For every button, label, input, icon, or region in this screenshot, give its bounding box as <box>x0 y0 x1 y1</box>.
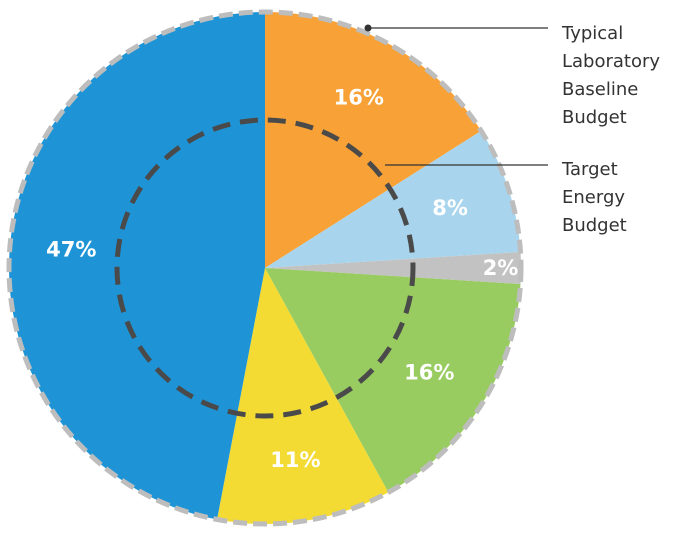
inner-dashed-ring <box>114 117 416 419</box>
pie-slice-label-baseline-orange: 16% <box>334 86 384 110</box>
annotation-target-line-1: Target <box>561 159 618 180</box>
pie-slice-label-yellow: 11% <box>270 448 320 472</box>
outer-dashed-ring <box>6 9 524 527</box>
pie-slice-label-gray: 2% <box>483 256 519 280</box>
rings-layer <box>6 9 524 527</box>
slice-labels-layer: 16% 8% 2% 16% 11% 47% <box>46 86 518 473</box>
annotation-baseline-leader-dot <box>364 24 372 32</box>
pie-slice-blue <box>9 12 266 520</box>
annotation-baseline: Typical Laboratory Baseline Budget <box>364 23 660 128</box>
pie-slice-baseline-orange <box>265 12 482 268</box>
annotation-baseline-line-2: Laboratory <box>562 51 660 72</box>
pie-slice-gray <box>265 251 521 285</box>
annotation-baseline-line-1: Typical <box>561 23 623 44</box>
annotations-layer: Typical Laboratory Baseline Budget Targe… <box>364 23 660 236</box>
annotation-baseline-line-3: Baseline <box>562 79 638 100</box>
pie-slice-label-blue: 47% <box>46 238 96 262</box>
pie-slice-label-light-blue: 8% <box>432 196 468 220</box>
slices-layer <box>9 12 521 524</box>
annotation-baseline-line-4: Budget <box>562 107 627 128</box>
annotation-target-line-3: Budget <box>562 215 627 236</box>
annotation-target: Target Energy Budget <box>385 159 627 236</box>
pie-slice-yellow <box>217 268 389 524</box>
annotation-target-line-2: Energy <box>562 187 625 208</box>
pie-slice-label-green: 16% <box>404 360 454 384</box>
